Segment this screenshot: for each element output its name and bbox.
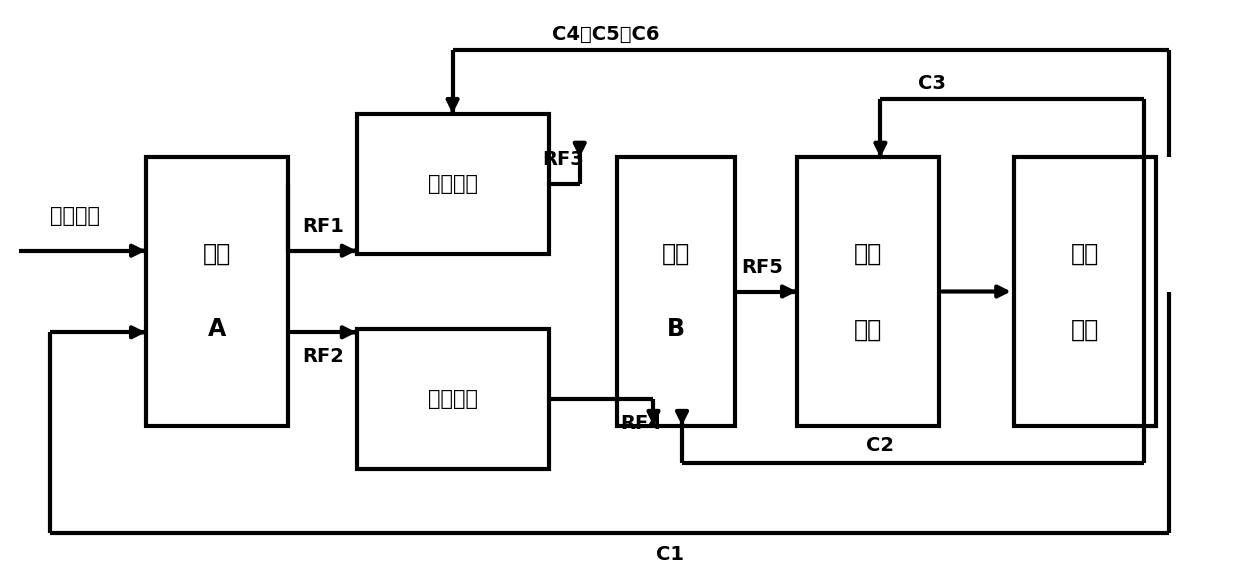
Text: 直通通道: 直通通道 — [428, 389, 477, 409]
Bar — [796, 157, 940, 426]
Bar — [618, 157, 734, 426]
Text: C4、C5、C6: C4、C5、C6 — [552, 24, 660, 44]
Text: 开关: 开关 — [662, 241, 689, 266]
Text: RF3: RF3 — [543, 150, 584, 169]
Text: C1: C1 — [656, 545, 683, 564]
Text: 被测信号: 被测信号 — [50, 206, 99, 226]
Text: 开关: 开关 — [203, 241, 231, 266]
Text: 变频通道: 变频通道 — [428, 174, 477, 194]
Text: B: B — [667, 317, 684, 342]
Text: 电路: 电路 — [854, 317, 882, 342]
Text: C3: C3 — [918, 74, 945, 93]
Bar — [357, 114, 549, 254]
Text: RF1: RF1 — [303, 217, 343, 236]
Text: RF2: RF2 — [303, 347, 343, 366]
Text: A: A — [208, 317, 226, 342]
Text: 检波: 检波 — [854, 241, 882, 266]
Bar — [146, 157, 288, 426]
Text: C2: C2 — [867, 436, 894, 455]
Text: RF4: RF4 — [620, 414, 662, 433]
Text: 主控: 主控 — [1071, 241, 1099, 266]
Bar — [357, 329, 549, 469]
Text: RF5: RF5 — [742, 258, 782, 277]
Bar — [1014, 157, 1156, 426]
Text: 单元: 单元 — [1071, 317, 1099, 342]
